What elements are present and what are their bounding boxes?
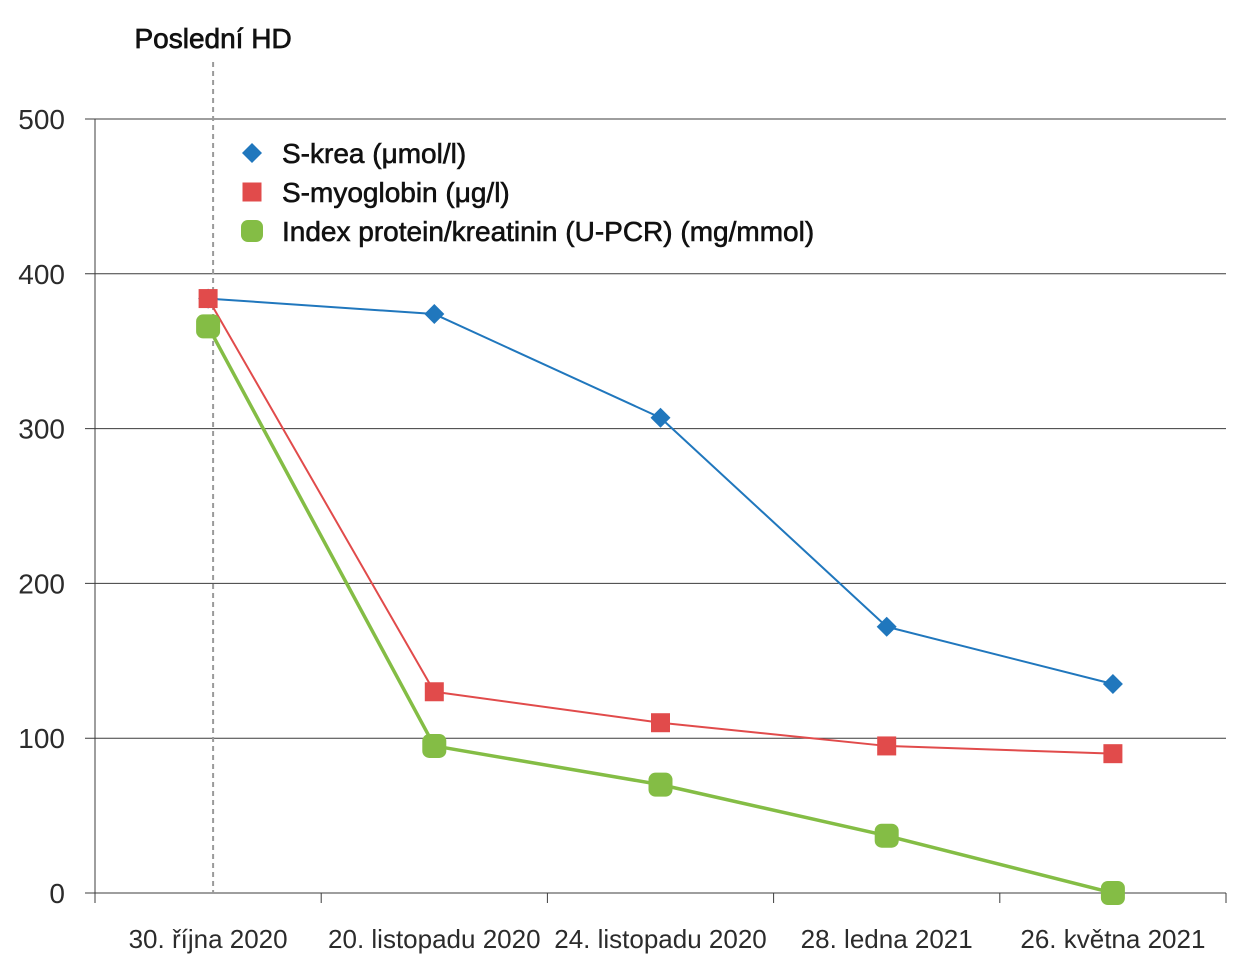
y-tick-label: 500 xyxy=(18,104,65,135)
legend-marker-square xyxy=(242,182,262,202)
legend-marker-rounded-square xyxy=(241,220,263,242)
data-point xyxy=(424,304,445,325)
y-tick-label: 0 xyxy=(49,878,65,909)
annotation: Poslední HD xyxy=(134,23,292,893)
y-axis: 0 100 200 300 400 500 xyxy=(18,104,96,909)
y-tick-label: 400 xyxy=(18,259,65,290)
legend-label: S-myoglobin (μg/l) xyxy=(282,177,510,208)
legend-item: S-krea (μmol/l) xyxy=(242,138,466,169)
series-line xyxy=(208,297,1114,685)
data-point xyxy=(196,314,221,339)
series-line xyxy=(207,298,1113,755)
data-point xyxy=(648,772,673,797)
legend-label: Index protein/kreatinin (U-PCR) (mg/mmol… xyxy=(282,216,814,247)
data-point xyxy=(1100,881,1125,905)
y-tick-label: 200 xyxy=(18,568,65,599)
x-tick-label: 24. listopadu 2020 xyxy=(554,924,767,954)
y-tick-label: 300 xyxy=(18,414,65,445)
data-point xyxy=(424,682,444,702)
data-point xyxy=(198,289,218,309)
series-3 xyxy=(196,314,1125,905)
x-axis: 30. října 2020 20. listopadu 2020 24. list… xyxy=(85,892,1227,954)
x-tick-label: 26. května 2021 xyxy=(1020,924,1205,954)
series-1 xyxy=(198,288,1123,695)
y-tick-label: 100 xyxy=(18,723,65,754)
x-tick-label: 20. listopadu 2020 xyxy=(328,924,541,954)
data-point xyxy=(1102,674,1123,695)
legend-item: Index protein/kreatinin (U-PCR) (mg/mmol… xyxy=(241,216,814,247)
x-tick-label: 28. ledna 2021 xyxy=(801,924,973,954)
data-point xyxy=(877,736,897,756)
x-tick-label: 30. října 2020 xyxy=(129,924,288,954)
annotation-label: Poslední HD xyxy=(135,23,292,54)
legend-label: S-krea (μmol/l) xyxy=(282,138,466,169)
data-point xyxy=(1103,744,1123,764)
data-point xyxy=(876,616,897,637)
data-point xyxy=(650,407,671,428)
series-group xyxy=(196,288,1125,905)
data-point xyxy=(422,733,447,758)
legend: S-krea (μmol/l) S-myoglobin (μg/l) Index p… xyxy=(241,138,814,247)
data-point xyxy=(651,713,670,733)
data-point xyxy=(874,823,899,848)
series-2 xyxy=(198,289,1123,764)
legend-marker-diamond xyxy=(242,143,262,163)
legend-item: S-myoglobin (μg/l) xyxy=(242,177,510,208)
